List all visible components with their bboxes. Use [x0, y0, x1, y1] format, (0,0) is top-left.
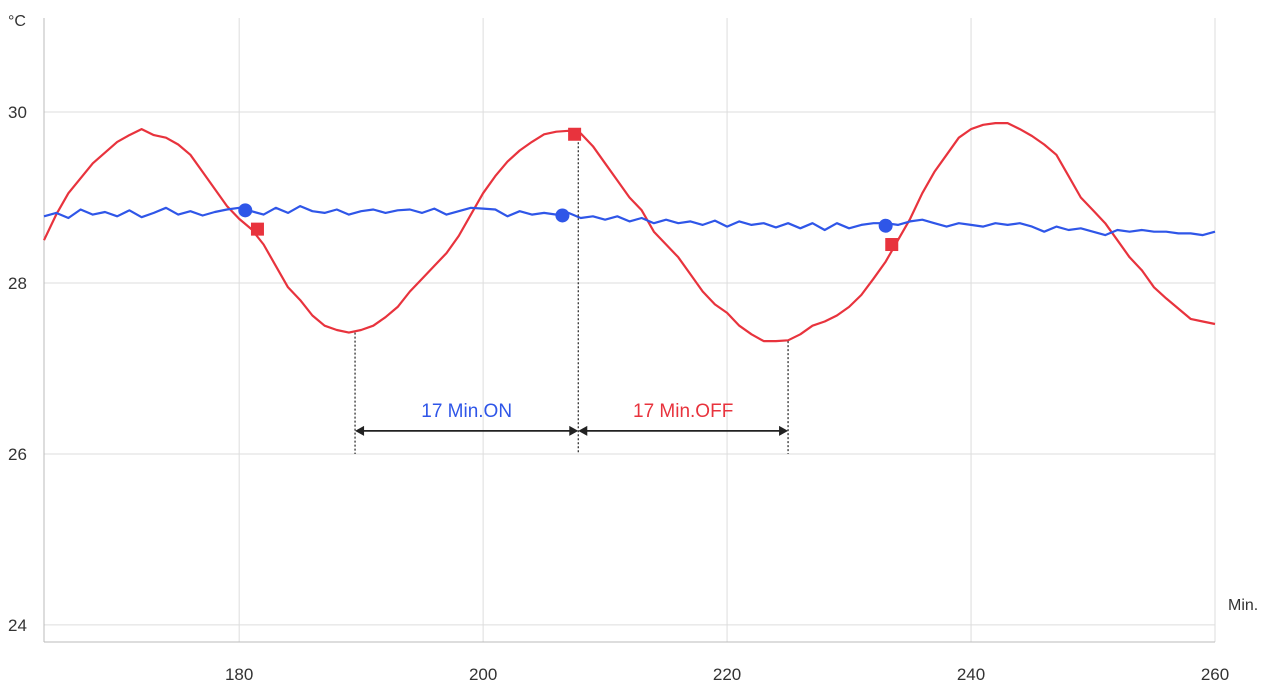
square-marker [250, 222, 264, 236]
span-label-2: 17 Min.OFF [633, 401, 733, 422]
x-axis-unit: Min. [1228, 597, 1258, 614]
x-tick-label: 240 [957, 665, 985, 684]
arrow-head-right [569, 425, 579, 436]
annotation-layer: 17 Min.ON 17 Min.OFF [355, 401, 789, 436]
grid-lines [44, 18, 1216, 642]
marker-layer [238, 127, 899, 252]
guide-layer [354, 134, 789, 454]
square-marker [568, 127, 582, 141]
plot-area [43, 18, 1215, 643]
x-tick-label: 180 [225, 665, 253, 684]
series-line-1 [43, 121, 1216, 343]
x-tick-label: 200 [469, 665, 497, 684]
series-layer [43, 121, 1216, 343]
tick-layer: 180 200 220 240 260 24 26 28 30 [8, 103, 1229, 684]
arrow-head-left [578, 425, 588, 436]
arrow-head-right [779, 425, 789, 436]
y-tick-label: 26 [8, 445, 27, 464]
arrow-head-left [355, 425, 365, 436]
y-axis-unit: °C [8, 13, 26, 30]
x-tick-label: 220 [713, 665, 741, 684]
circle-marker [878, 218, 893, 233]
circle-marker [555, 208, 570, 223]
span-label-1: 17 Min.ON [421, 401, 512, 422]
y-tick-label: 24 [8, 616, 27, 635]
y-tick-label: 28 [8, 274, 27, 293]
series-line-2 [43, 205, 1216, 237]
square-marker [885, 238, 899, 252]
x-tick-label: 260 [1201, 665, 1229, 684]
circle-marker [238, 203, 253, 218]
y-tick-label: 30 [8, 103, 27, 122]
